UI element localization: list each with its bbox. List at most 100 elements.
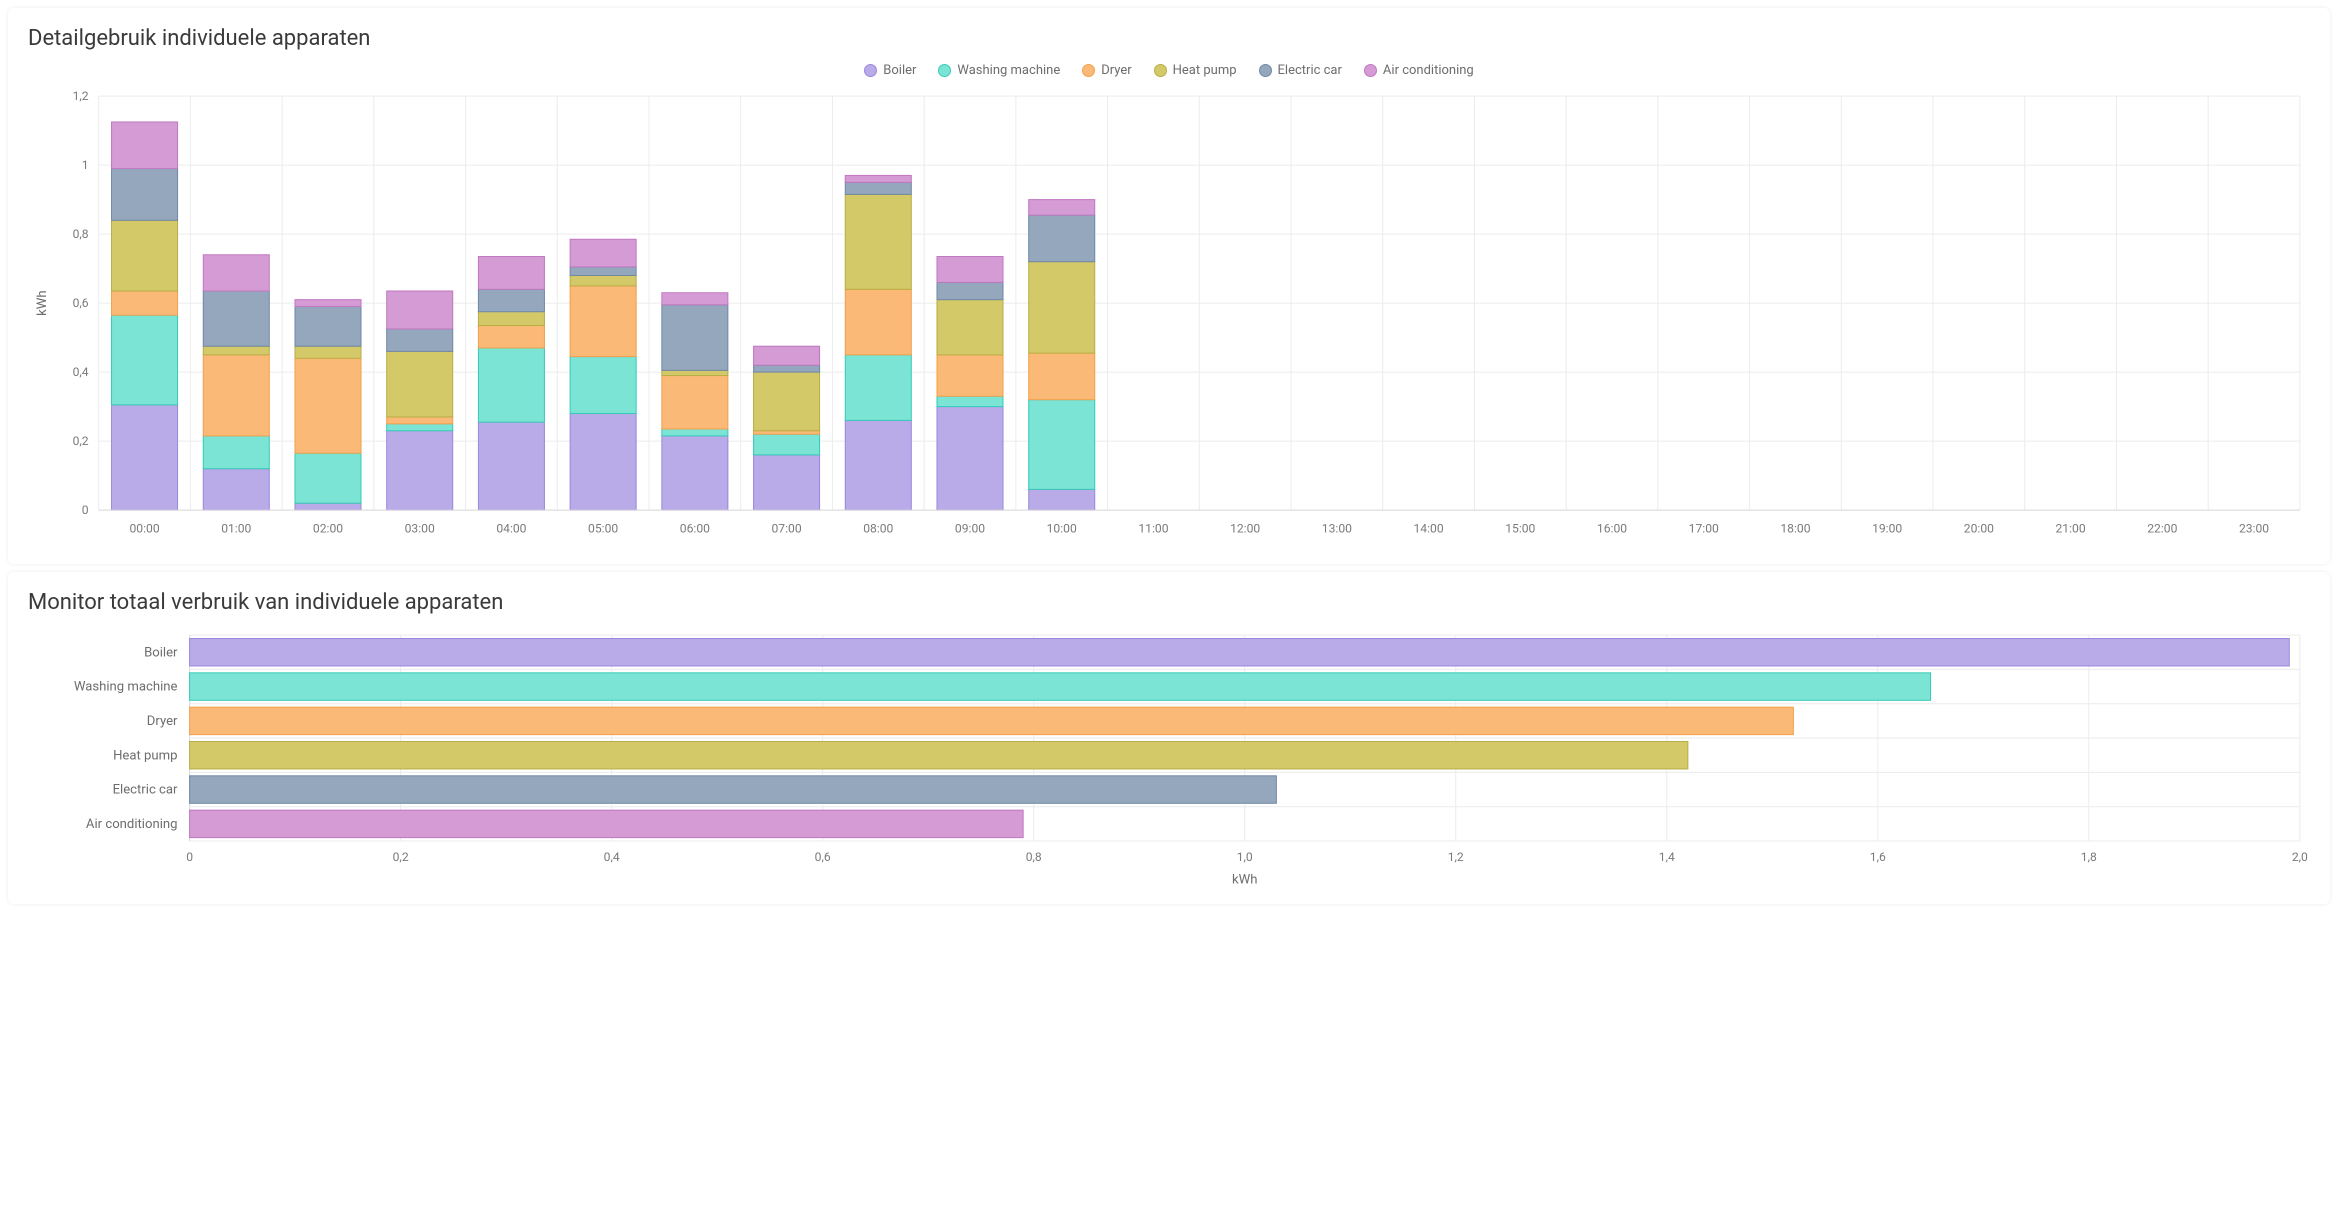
svg-text:15:00: 15:00 xyxy=(1505,521,1535,535)
bar-segment-boiler[interactable] xyxy=(478,422,544,510)
bar-segment-washing[interactable] xyxy=(662,429,728,436)
bar-segment-heatpump[interactable] xyxy=(478,312,544,326)
bar-segment-boiler[interactable] xyxy=(570,413,636,510)
svg-text:22:00: 22:00 xyxy=(2147,521,2177,535)
total-horizontal-bar-chart: 00,20,40,60,81,01,21,41,61,82,0BoilerWas… xyxy=(28,627,2310,890)
bar-segment-dryer[interactable] xyxy=(662,376,728,429)
bar-segment-dryer[interactable] xyxy=(203,355,269,436)
svg-text:09:00: 09:00 xyxy=(955,521,985,535)
bar-segment-ecar[interactable] xyxy=(937,282,1003,299)
bar-segment-heatpump[interactable] xyxy=(387,351,453,417)
bar-segment-aircon[interactable] xyxy=(203,255,269,291)
bar-segment-aircon[interactable] xyxy=(387,291,453,329)
bar-segment-heatpump[interactable] xyxy=(570,275,636,285)
bar-segment-aircon[interactable] xyxy=(570,239,636,267)
bar-segment-heatpump[interactable] xyxy=(937,300,1003,355)
bar-segment-dryer[interactable] xyxy=(937,355,1003,396)
bar-segment-heatpump[interactable] xyxy=(203,346,269,355)
bar-segment-ecar[interactable] xyxy=(1029,215,1095,262)
bar-segment-heatpump[interactable] xyxy=(295,346,361,358)
bar-segment-boiler[interactable] xyxy=(203,469,269,510)
bar-segment-heatpump[interactable] xyxy=(845,194,911,289)
legend-label: Dryer xyxy=(1101,63,1131,78)
bar-segment-ecar[interactable] xyxy=(203,291,269,346)
bar-segment-washing[interactable] xyxy=(295,453,361,503)
legend-item-heatpump[interactable]: Heat pump xyxy=(1154,63,1237,78)
bar-segment-aircon[interactable] xyxy=(937,257,1003,283)
bar-segment-dryer[interactable] xyxy=(845,289,911,355)
bar-segment-washing[interactable] xyxy=(845,355,911,421)
svg-text:20:00: 20:00 xyxy=(1964,521,1994,535)
bar-segment-aircon[interactable] xyxy=(754,346,820,365)
bar-segment-aircon[interactable] xyxy=(662,293,728,305)
bar-segment-heatpump[interactable] xyxy=(662,370,728,375)
bar-segment-ecar[interactable] xyxy=(295,307,361,347)
svg-text:0,8: 0,8 xyxy=(73,227,89,241)
svg-text:04:00: 04:00 xyxy=(496,521,526,535)
bar-segment-washing[interactable] xyxy=(112,315,178,405)
svg-text:16:00: 16:00 xyxy=(1597,521,1627,535)
bar-segment-dryer[interactable] xyxy=(570,286,636,357)
total-bar-washing[interactable] xyxy=(190,673,1931,700)
hbar-label: Electric car xyxy=(113,783,178,798)
bar-segment-boiler[interactable] xyxy=(937,407,1003,510)
bar-segment-boiler[interactable] xyxy=(387,431,453,510)
bar-segment-boiler[interactable] xyxy=(754,455,820,510)
total-title: Monitor totaal verbruik van individuele … xyxy=(28,590,2310,615)
bar-segment-boiler[interactable] xyxy=(662,436,728,510)
bar-segment-ecar[interactable] xyxy=(570,267,636,276)
svg-text:kWh: kWh xyxy=(35,290,50,316)
bar-segment-dryer[interactable] xyxy=(478,326,544,348)
bar-segment-ecar[interactable] xyxy=(112,169,178,221)
bar-segment-ecar[interactable] xyxy=(662,305,728,371)
legend-swatch xyxy=(864,64,877,77)
bar-segment-boiler[interactable] xyxy=(845,420,911,510)
total-bar-aircon[interactable] xyxy=(190,811,1024,838)
bar-segment-washing[interactable] xyxy=(203,436,269,469)
bar-segment-washing[interactable] xyxy=(937,396,1003,406)
total-bar-heatpump[interactable] xyxy=(190,742,1688,769)
bar-segment-washing[interactable] xyxy=(1029,400,1095,490)
bar-segment-dryer[interactable] xyxy=(754,431,820,434)
bar-segment-heatpump[interactable] xyxy=(754,372,820,431)
bar-segment-washing[interactable] xyxy=(754,434,820,455)
detail-chart-wrap: 00,20,40,60,811,2kWh00:0001:0002:0003:00… xyxy=(28,86,2310,550)
bar-segment-dryer[interactable] xyxy=(112,291,178,315)
bar-segment-ecar[interactable] xyxy=(387,329,453,351)
svg-text:kWh: kWh xyxy=(1232,873,1258,888)
bar-segment-heatpump[interactable] xyxy=(1029,262,1095,353)
bar-segment-washing[interactable] xyxy=(387,424,453,431)
bar-segment-boiler[interactable] xyxy=(112,405,178,510)
legend-item-washing[interactable]: Washing machine xyxy=(938,63,1060,78)
legend-item-ecar[interactable]: Electric car xyxy=(1259,63,1342,78)
bar-segment-heatpump[interactable] xyxy=(112,220,178,291)
bar-segment-boiler[interactable] xyxy=(1029,489,1095,510)
bar-segment-ecar[interactable] xyxy=(478,289,544,311)
bar-segment-aircon[interactable] xyxy=(1029,200,1095,216)
bar-segment-washing[interactable] xyxy=(570,357,636,414)
total-bar-dryer[interactable] xyxy=(190,708,1794,735)
bar-segment-aircon[interactable] xyxy=(112,122,178,169)
bar-segment-dryer[interactable] xyxy=(387,417,453,424)
legend-label: Air conditioning xyxy=(1383,63,1474,78)
bar-segment-washing[interactable] xyxy=(478,348,544,422)
bar-segment-boiler[interactable] xyxy=(295,503,361,510)
svg-text:05:00: 05:00 xyxy=(588,521,618,535)
legend-item-dryer[interactable]: Dryer xyxy=(1082,63,1131,78)
bar-segment-ecar[interactable] xyxy=(754,365,820,372)
svg-text:1: 1 xyxy=(82,158,89,172)
svg-text:00:00: 00:00 xyxy=(129,521,159,535)
bar-segment-dryer[interactable] xyxy=(295,358,361,453)
bar-segment-aircon[interactable] xyxy=(478,257,544,290)
legend-item-aircon[interactable]: Air conditioning xyxy=(1364,63,1474,78)
total-bar-ecar[interactable] xyxy=(190,776,1277,803)
bar-segment-aircon[interactable] xyxy=(295,300,361,307)
hbar-label: Washing machine xyxy=(74,680,178,695)
bar-segment-ecar[interactable] xyxy=(845,182,911,194)
bar-segment-aircon[interactable] xyxy=(845,175,911,182)
hbar-label: Dryer xyxy=(147,714,178,729)
legend-item-boiler[interactable]: Boiler xyxy=(864,63,916,78)
total-bar-boiler[interactable] xyxy=(190,639,2290,666)
bar-segment-dryer[interactable] xyxy=(1029,353,1095,400)
total-panel: Monitor totaal verbruik van individuele … xyxy=(8,572,2330,904)
